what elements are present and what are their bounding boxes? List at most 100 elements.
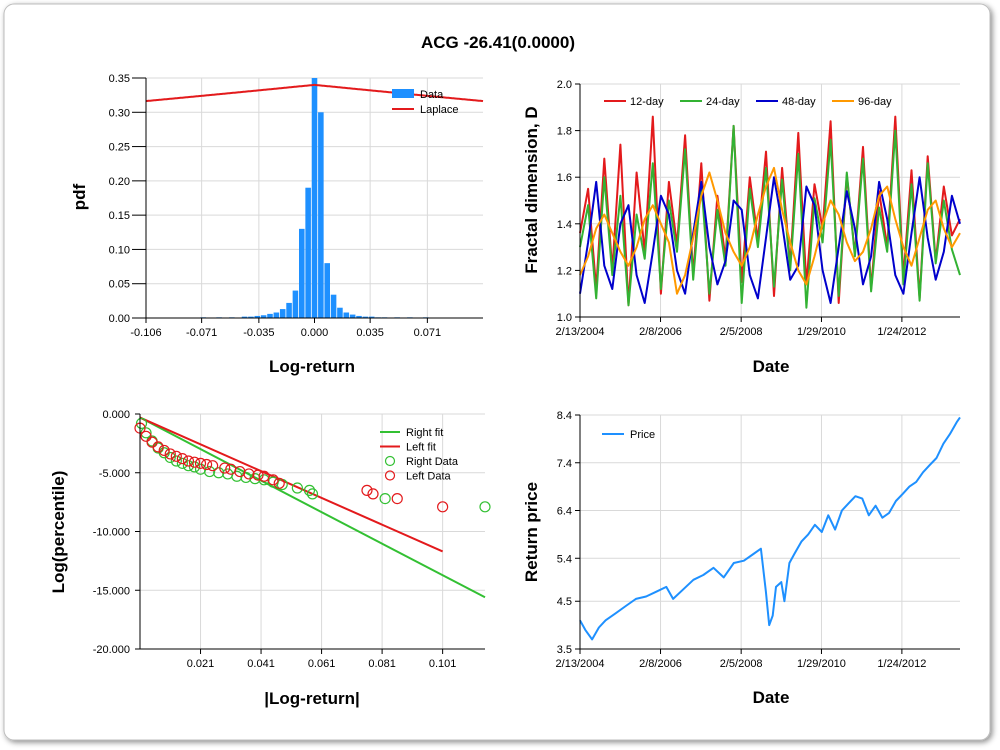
price-y-tick-label: 8.4 — [557, 410, 572, 422]
tail-data-point — [252, 469, 264, 481]
tail-data-point — [182, 460, 195, 472]
price-y-label: Return price — [522, 482, 541, 582]
tail-data-point — [170, 450, 182, 462]
tail-data-point — [140, 430, 152, 442]
tail-x-tick-label: 0.061 — [308, 658, 336, 670]
hist-bar — [273, 312, 280, 318]
tail-fit-line — [139, 416, 486, 599]
hist-x-label: Log-return — [269, 357, 355, 376]
hist-bar — [248, 316, 254, 318]
hist-bar — [254, 315, 261, 318]
tail-y-tick-label: -20.000 — [93, 644, 130, 656]
tail-data-point — [479, 501, 491, 513]
hist-bar — [267, 313, 273, 318]
tail-y-tick-label: -5.000 — [99, 468, 130, 480]
tail-data-point — [200, 458, 213, 471]
price-y-tick-label: 7.4 — [557, 458, 572, 470]
price-y-tick-label: 4.5 — [557, 596, 572, 608]
tail-data-point — [306, 488, 319, 500]
hist-bar — [343, 312, 350, 318]
fractal-y-tick-label: 1.2 — [557, 265, 572, 277]
hist-y-tick-label: 0.20 — [109, 176, 130, 188]
tail-y-label: Log(percentile) — [49, 471, 68, 594]
tail-x-label: |Log-return| — [264, 689, 359, 708]
tail-y-tick-label: -15.000 — [93, 585, 130, 597]
price-x-tick-label: 1/24/2012 — [877, 658, 926, 670]
price-x-tick-label: 1/29/2010 — [797, 658, 846, 670]
tail-data-point — [273, 477, 285, 489]
histogram-chart: -0.106 -0.071 -0.035 0.000 0.035 0.071 0.00 0.0… — [70, 73, 484, 376]
fractal-x-tick-label: 1/24/2012 — [877, 326, 926, 338]
hist-x-tick-label: 0.000 — [301, 327, 329, 339]
hist-bar — [311, 78, 318, 318]
hist-x-tick-label: -0.071 — [186, 327, 217, 339]
hist-y-tick-label: 0.30 — [109, 107, 130, 119]
tail-data-point — [207, 460, 219, 472]
tail-x-tick-label: 0.041 — [247, 658, 275, 670]
hist-x-tick-label: 0.071 — [414, 327, 442, 339]
hist-y-tick-label: 0.05 — [109, 279, 130, 291]
tail-data-point — [158, 444, 170, 457]
tail-data-point — [164, 448, 176, 460]
tail-data-point — [379, 493, 391, 505]
hist-bar — [324, 263, 330, 318]
tail-data-point — [188, 461, 201, 473]
tail-data-point — [291, 482, 303, 494]
hist-bar — [356, 315, 362, 318]
tail-x-tick-label: 0.101 — [429, 658, 457, 670]
tail-data-point — [437, 501, 449, 513]
tail-legend-marker — [384, 455, 396, 467]
fractal-x-tick-label: 1/29/2010 — [797, 326, 846, 338]
fractal-x-label: Date — [753, 357, 790, 376]
tail-data-point — [367, 488, 379, 500]
tail-data-point — [176, 453, 188, 465]
tail-y-tick-label: 0.000 — [102, 409, 130, 421]
hist-y-tick-label: 0.15 — [109, 210, 130, 222]
tail-fit-chart: 0.021 0.041 0.061 0.081 0.101 0.000 -5.000 -10.… — [49, 409, 491, 708]
tail-data-point — [204, 465, 216, 478]
tail-data-point — [240, 471, 252, 484]
fractal-y-tick-label: 2.0 — [557, 79, 572, 91]
hist-bar — [349, 314, 356, 318]
price-series-line — [579, 416, 961, 641]
tail-data-point — [170, 455, 182, 467]
tail-x-tick-label: 0.021 — [187, 658, 215, 670]
hist-bar — [260, 315, 267, 318]
tail-y-tick-label: -10.000 — [93, 527, 130, 539]
price-x-label: Date — [753, 688, 790, 707]
hist-bar — [305, 187, 311, 318]
laplace-fit-curve — [145, 83, 484, 103]
fractal-x-tick-label: 2/5/2008 — [720, 326, 763, 338]
tail-data-point — [188, 456, 201, 468]
price-y-tick-label: 6.4 — [557, 506, 572, 518]
tail-data-point — [182, 455, 195, 467]
fractal-series-line — [579, 176, 961, 304]
fractal-legend-label: 96-day — [858, 96, 892, 108]
hist-y-tick-label: 0.00 — [109, 313, 130, 325]
fractal-y-tick-label: 1.8 — [557, 126, 572, 138]
fractal-y-label: Fractal dimension, D — [522, 106, 541, 273]
fractal-legend-label: 48-day — [782, 96, 816, 108]
tail-data-point — [164, 451, 176, 464]
legend-swatch-data — [392, 89, 414, 98]
fractal-dimension-chart: 2/13/2004 2/8/2006 2/5/2008 1/29/2010 1/24/2… — [522, 79, 961, 376]
fractal-legend-label: 24-day — [706, 96, 740, 108]
fractal-series-line — [579, 124, 961, 309]
fractal-y-tick-label: 1.0 — [557, 312, 572, 324]
hist-bar — [279, 309, 286, 318]
hist-bar — [299, 228, 305, 318]
tail-legend-label: Left fit — [406, 442, 436, 454]
hist-bar — [241, 316, 248, 318]
hist-bar — [318, 112, 324, 319]
price-x-tick-label: 2/13/2004 — [556, 658, 605, 670]
hist-bar — [330, 294, 337, 318]
figure-title: ACG -26.41(0.0000) — [421, 33, 575, 52]
hist-bar — [368, 316, 375, 318]
hist-y-tick-label: 0.10 — [109, 244, 130, 256]
tail-data-point — [135, 417, 148, 429]
hist-y-tick-label: 0.35 — [109, 73, 130, 85]
price-x-tick-label: 2/5/2008 — [720, 658, 763, 670]
price-legend-label: Price — [630, 429, 655, 441]
tail-data-point — [194, 457, 207, 469]
